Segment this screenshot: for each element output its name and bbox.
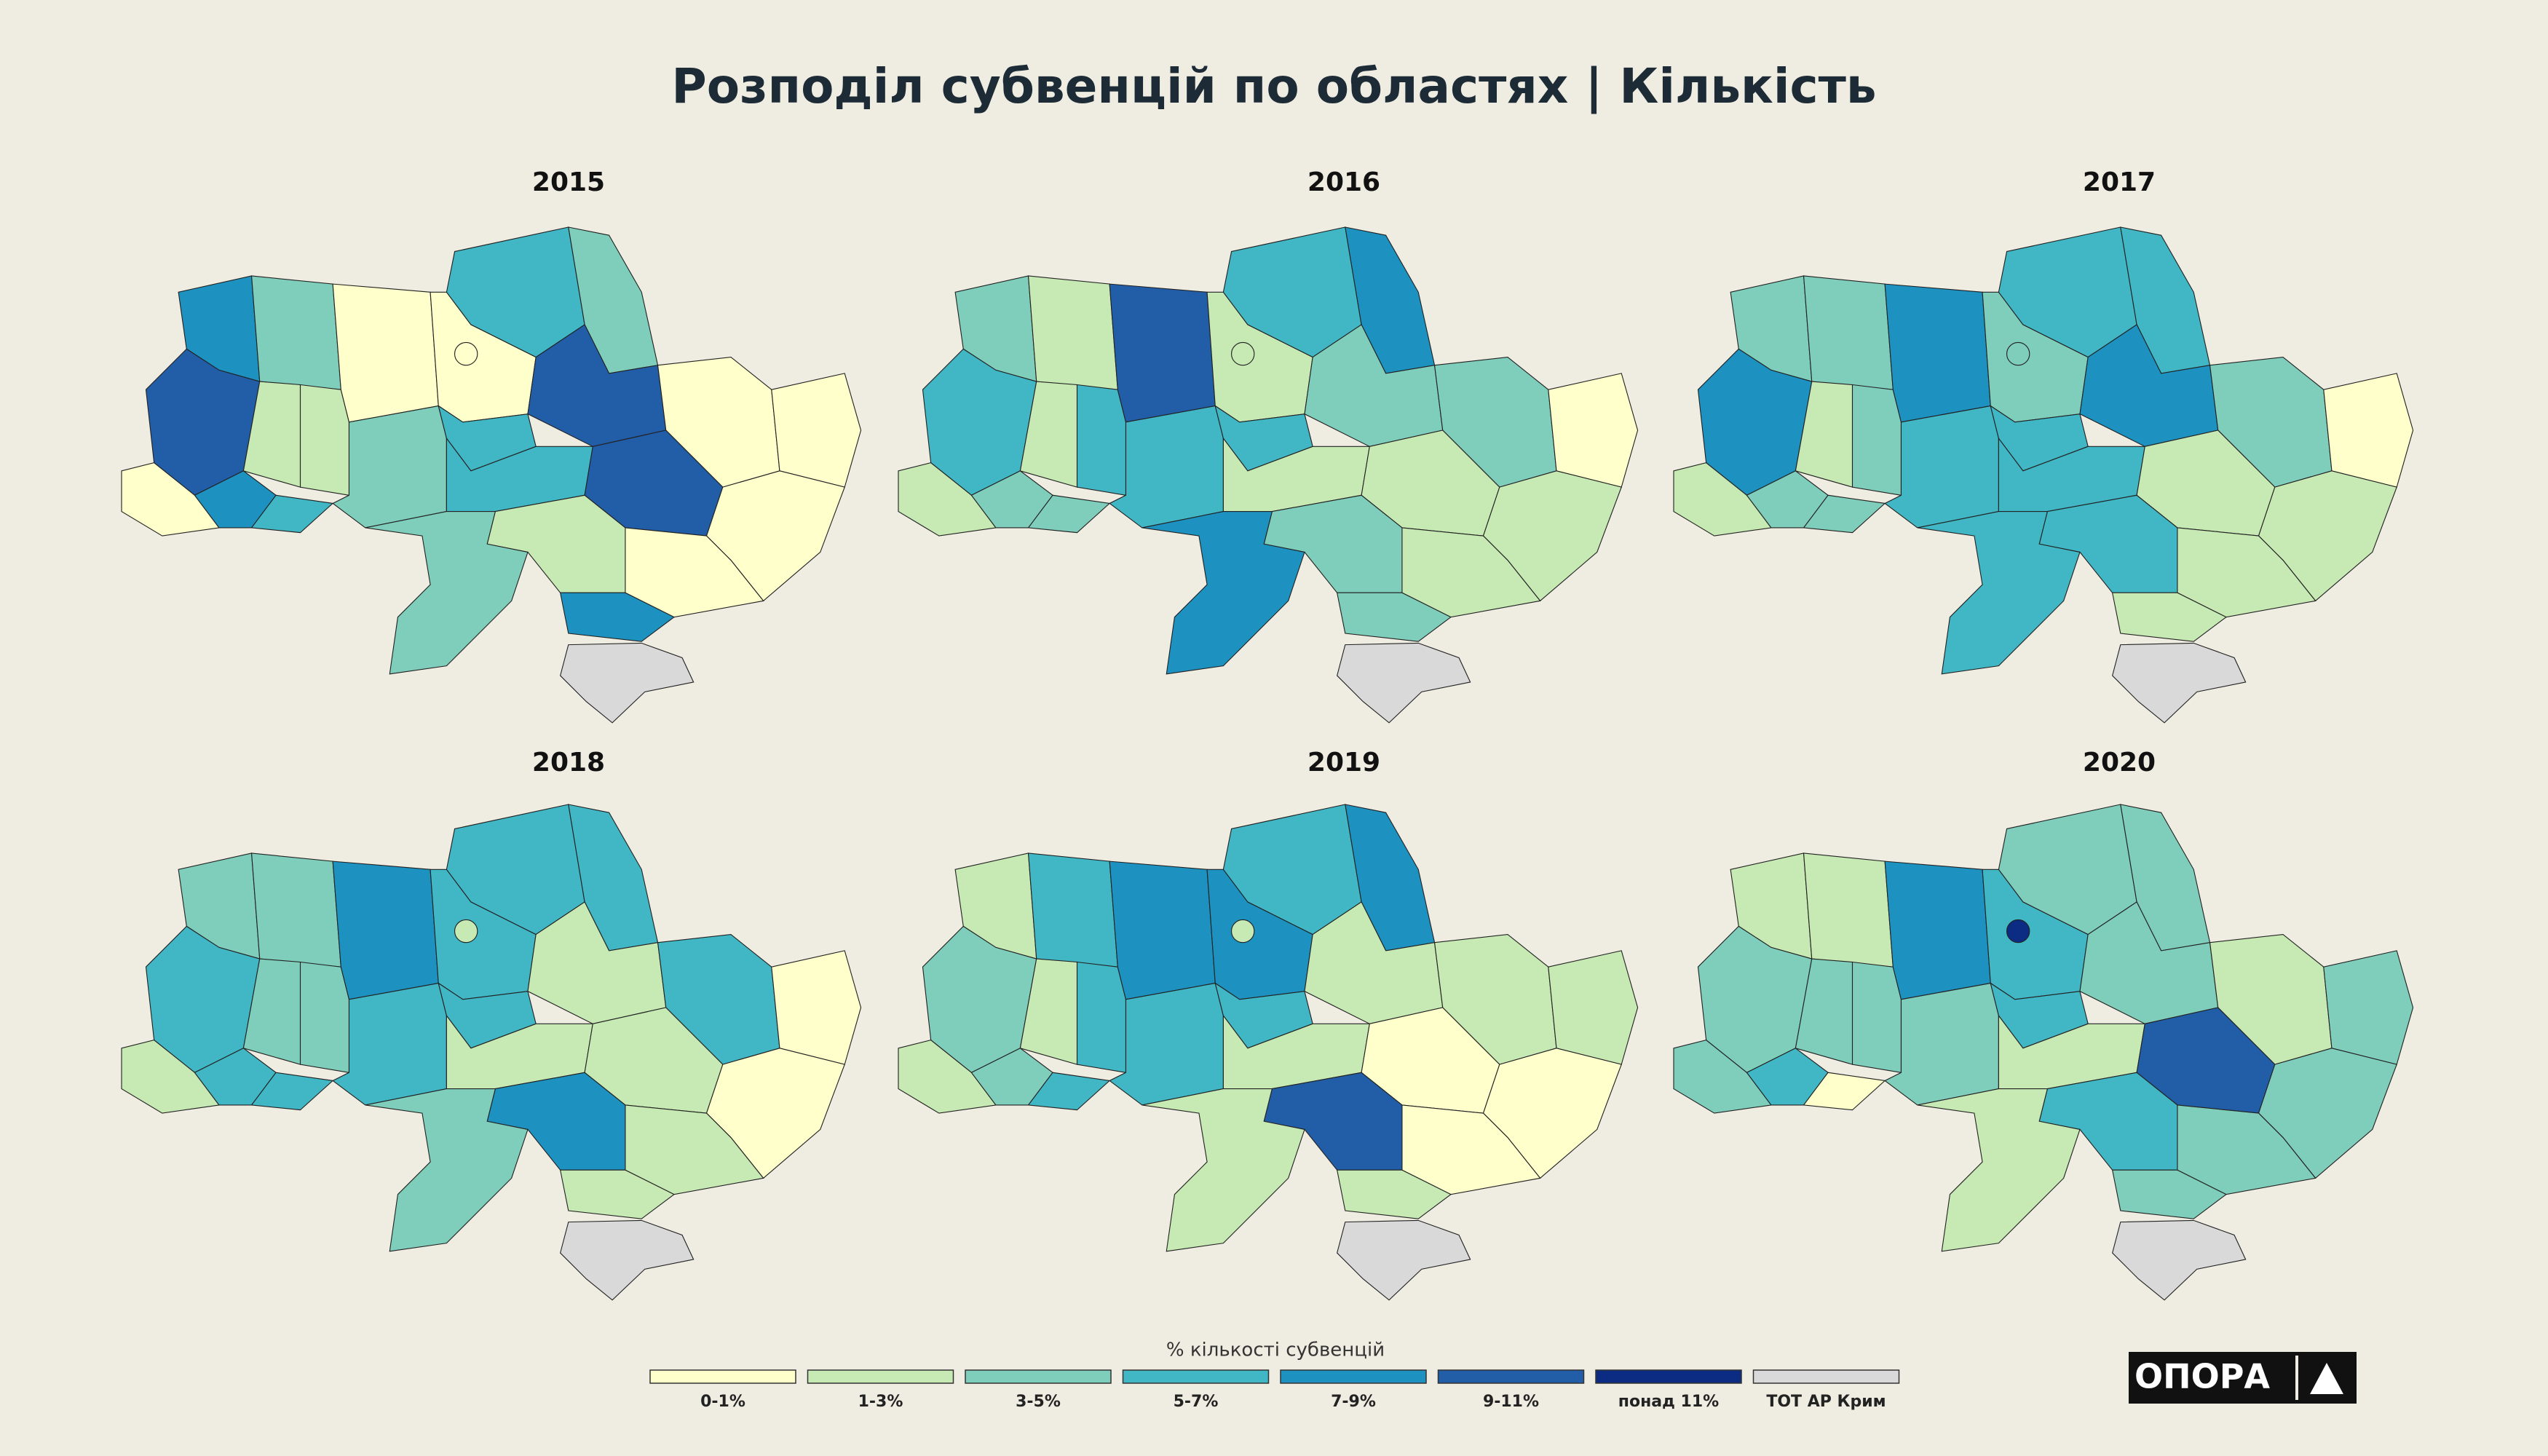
map [121,804,862,1301]
legend-swatch [1752,1369,1900,1384]
legend-swatch [1595,1369,1742,1384]
region [560,642,695,724]
region [1109,283,1216,423]
region [2112,642,2247,724]
map [121,226,862,724]
legend-label: 0-1% [700,1393,745,1411]
region [1884,283,1991,423]
region [2323,373,2414,488]
legend-swatch [1122,1369,1270,1384]
year-label: 2020 [2083,748,2156,778]
year-label: 2015 [532,167,605,197]
city-region [454,919,478,943]
region [299,961,350,1073]
year-label: 2019 [1307,748,1380,778]
region [1803,275,1894,390]
region [1548,950,1639,1065]
legend-swatch [1437,1369,1585,1384]
legend-label: 9-11% [1483,1393,1539,1411]
region [1109,405,1224,529]
legend-swatch [807,1369,954,1384]
region [2111,1169,2227,1219]
region [1884,982,1999,1106]
region [1337,1219,1471,1301]
region [332,405,447,529]
region [1803,852,1894,968]
legend-swatch [1280,1369,1427,1384]
region [1336,592,1452,642]
region [1109,982,1224,1106]
year-label: 2018 [532,748,605,778]
logo-triangle [2310,1363,2343,1394]
region [1884,860,1991,1000]
map [1673,226,2414,724]
region [1076,961,1127,1073]
year-label: 2016 [1307,167,1380,197]
title: Розподіл субвенцій по областях | Кількіс… [671,58,1876,115]
region [1851,384,1902,496]
legend-label: понад 11% [1618,1393,1719,1411]
logo-box [2129,1352,2357,1404]
region [1027,275,1118,390]
region [365,1088,529,1252]
region [250,275,341,390]
map [1673,804,2414,1301]
city-region [2006,919,2030,943]
region [2323,950,2414,1065]
year-label: 2017 [2083,167,2156,197]
region [1109,860,1216,1000]
region [1917,1088,2081,1252]
region [771,950,862,1065]
legend-swatch [649,1369,796,1384]
region [1337,642,1471,724]
region [250,852,341,968]
region [299,384,350,496]
region [559,592,675,642]
region [332,283,439,423]
region [1076,384,1127,496]
region [771,373,862,488]
legend-swatch [965,1369,1112,1384]
map [898,804,1639,1301]
city-region [454,341,478,366]
city-region [2006,341,2030,366]
region [1548,373,1639,488]
legend-label: 3-5% [1016,1393,1061,1411]
legend-label: 1-3% [858,1393,903,1411]
region [2111,592,2227,642]
region [1884,405,1999,529]
legend-label: 7-9% [1331,1393,1376,1411]
legend-label: ТОТ АР Крим [1766,1393,1886,1411]
city-region [1231,919,1255,943]
logo: ОПОРА [2134,1357,2270,1396]
legend-label: 5-7% [1174,1393,1219,1411]
map [898,226,1639,724]
region [560,1219,695,1301]
region [1917,511,2081,675]
region [1027,852,1118,968]
region [1336,1169,1452,1219]
region [559,1169,675,1219]
city-region [1231,341,1255,366]
region [2112,1219,2247,1301]
region [365,511,529,675]
legend-title: % кількості субвенцій [1166,1340,1385,1361]
region [332,860,439,1000]
region [332,982,447,1106]
region [1142,1088,1305,1252]
region [1851,961,1902,1073]
region [1142,511,1305,675]
